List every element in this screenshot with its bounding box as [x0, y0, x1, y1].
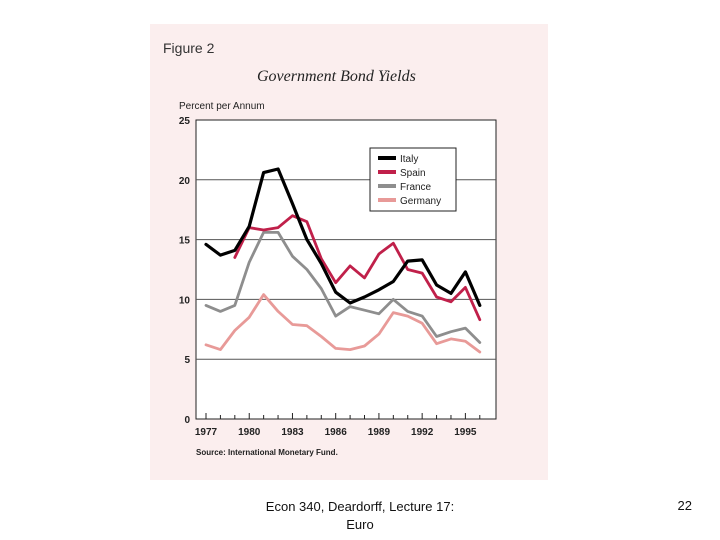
figure-label: Figure 2 [163, 40, 215, 56]
figure-panel: Figure 2 Government Bond Yields Percent … [150, 24, 548, 480]
bond-yield-chart: Figure 2 Government Bond Yields Percent … [163, 40, 497, 457]
x-tick-label: 1980 [238, 427, 261, 438]
x-tick-label: 1995 [454, 427, 477, 438]
y-tick-label: 5 [184, 355, 190, 366]
legend-label-spain: Spain [400, 168, 426, 179]
y-axis-label: Percent per Annum [179, 101, 265, 112]
x-tick-label: 1977 [195, 427, 218, 438]
x-tick-label: 1986 [325, 427, 348, 438]
chart-title: Government Bond Yields [257, 68, 416, 85]
series-line-germany [204, 293, 482, 354]
slide-number: 22 [677, 498, 692, 513]
y-axis-ticks: 0 5 10 15 20 25 [179, 116, 191, 426]
series-line-france [204, 230, 482, 344]
source-note: Source: International Monetary Fund. [196, 448, 338, 457]
x-tick-label: 1983 [281, 427, 304, 438]
y-tick-label: 10 [179, 295, 191, 306]
y-tick-label: 0 [184, 415, 190, 426]
series-line-spain [233, 214, 482, 322]
x-tick-label: 1992 [411, 427, 434, 438]
y-tick-label: 15 [179, 236, 191, 247]
legend-label-italy: Italy [400, 154, 418, 165]
legend: Italy Spain France Germany [369, 147, 457, 212]
series-line-italy [204, 167, 482, 307]
slide-footer: Econ 340, Deardorff, Lecture 17: Euro [240, 498, 480, 534]
legend-items: Italy Spain France Germany [378, 154, 441, 207]
footer-line-2: Euro [346, 517, 374, 532]
x-axis-ticks: 1977 1980 1983 1986 1989 1992 1995 [195, 413, 481, 438]
y-tick-label: 20 [179, 176, 191, 187]
legend-label-germany: Germany [400, 196, 441, 207]
y-tick-label: 25 [179, 116, 191, 127]
footer-line-1: Econ 340, Deardorff, Lecture 17: [265, 499, 455, 514]
x-tick-label: 1989 [368, 427, 391, 438]
legend-label-france: France [400, 182, 432, 193]
series-lines [204, 167, 482, 354]
